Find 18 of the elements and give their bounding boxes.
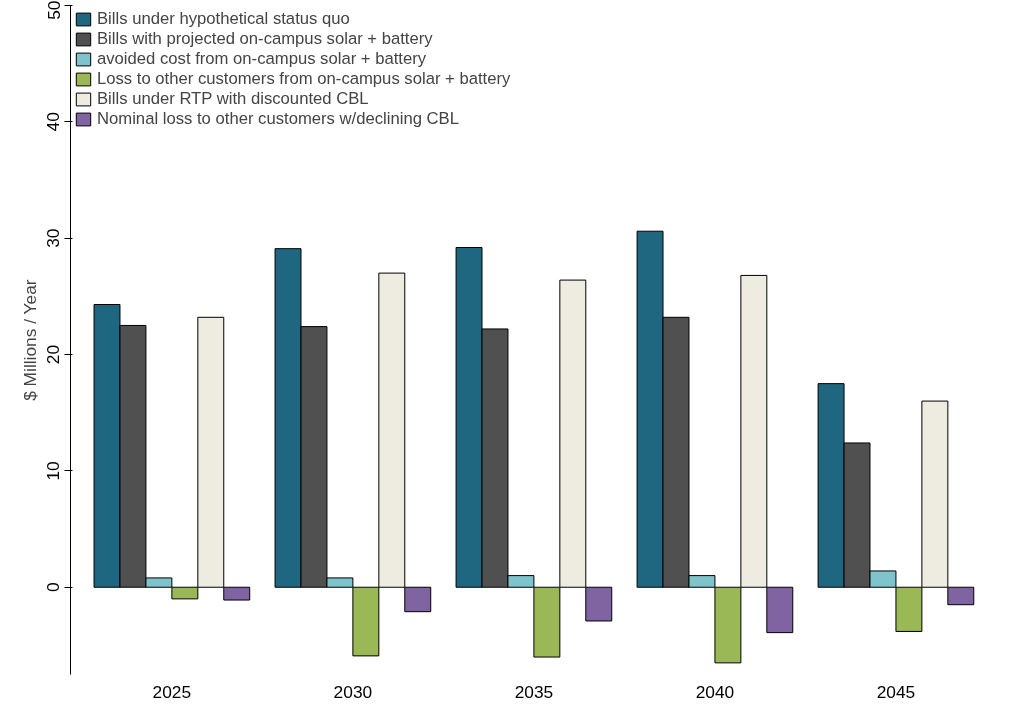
x-tick-label: 2040 bbox=[695, 681, 735, 702]
y-axis-title: $ Millions / Year bbox=[19, 279, 40, 401]
y-tick-label: 20 bbox=[43, 344, 64, 365]
y-tick-label: 50 bbox=[43, 0, 64, 20]
legend-label: Bills with projected on-campus solar + battery bbox=[97, 29, 433, 49]
legend-label: Nominal loss to other customers w/declining CBL bbox=[97, 109, 459, 129]
legend-label: Loss to other customers from on-campus solar + battery bbox=[97, 69, 511, 89]
y-tick-label: 10 bbox=[43, 461, 64, 481]
x-tick-label: 2025 bbox=[152, 681, 192, 702]
y-tick-label: 30 bbox=[43, 228, 64, 248]
legend-label: Bills under hypothetical status quo bbox=[97, 9, 350, 29]
y-tick-label: 40 bbox=[43, 112, 64, 132]
y-tick-label: 0 bbox=[43, 582, 64, 593]
x-tick-label: 2030 bbox=[333, 681, 373, 702]
legend-label: avoided cost from on-campus solar + battery bbox=[97, 49, 427, 69]
x-tick-label: 2045 bbox=[876, 681, 916, 702]
legend-label: Bills under RTP with discounted CBL bbox=[97, 89, 369, 109]
x-tick-label: 2035 bbox=[514, 681, 554, 702]
